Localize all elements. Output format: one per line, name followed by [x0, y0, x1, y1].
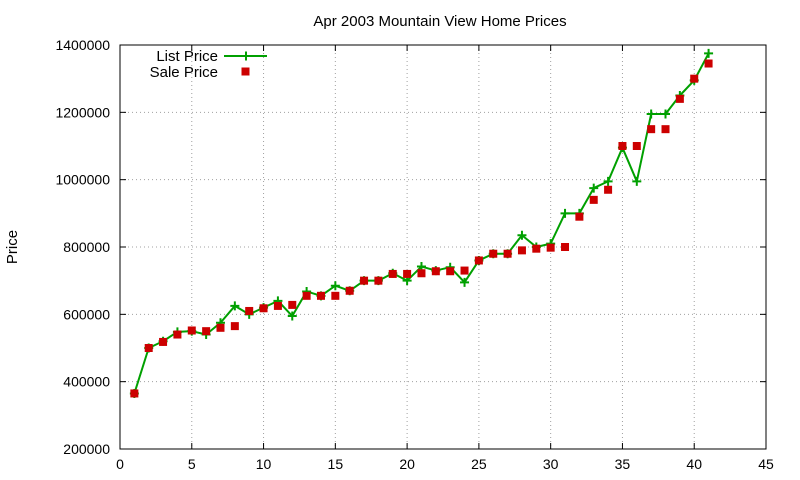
- x-tick-label: 35: [615, 456, 631, 472]
- list-price-point: [230, 301, 240, 311]
- sale-price-point: [561, 243, 570, 251]
- sale-price-point: [647, 125, 656, 134]
- sale-price-point: [661, 125, 670, 134]
- sale-price-point: [589, 195, 598, 204]
- x-tick-label: 40: [686, 456, 702, 472]
- sale-price-point: [230, 322, 239, 331]
- x-tick-label: 25: [471, 456, 487, 472]
- list-price-point: [632, 176, 642, 186]
- chart-title: Apr 2003 Mountain View Home Prices: [313, 13, 566, 30]
- axis-ticks: 0 5 10 15 20 25 30 35 40 45 200000 400000 600000 8000…: [55, 37, 774, 472]
- y-tick-label: 800000: [63, 239, 110, 255]
- list-price-point: [646, 109, 656, 119]
- grid-lines: [120, 45, 766, 449]
- legend-label-sale-price: Sale Price: [150, 64, 218, 81]
- y-tick-label: 400000: [63, 374, 110, 390]
- list-price-point: [560, 208, 570, 218]
- sale-price-point: [159, 337, 168, 346]
- legend-marker-list-price: [241, 51, 251, 61]
- list-price-point: [287, 311, 297, 321]
- sale-price-point: [316, 291, 325, 300]
- x-tick-label: 15: [328, 456, 344, 472]
- list-price-point: [589, 183, 599, 193]
- sale-price-point: [474, 256, 483, 265]
- sale-price-point: [503, 249, 512, 258]
- sale-price-point: [202, 327, 211, 336]
- sale-price-point: [489, 249, 498, 258]
- sale-price-point: [517, 246, 526, 255]
- legend: List Price Sale Price: [150, 48, 267, 81]
- x-tick-label: 30: [543, 456, 559, 472]
- sale-price-point: [187, 326, 196, 335]
- sale-price-point: [259, 304, 268, 313]
- x-tick-label: 0: [116, 456, 124, 472]
- list-price-point: [603, 176, 613, 186]
- sale-price-point: [388, 269, 397, 278]
- sale-price-point: [245, 306, 254, 315]
- legend-marker-sale-price: [241, 67, 250, 76]
- x-tick-label: 5: [188, 456, 196, 472]
- y-tick-label: 200000: [63, 441, 110, 457]
- x-tick-label: 45: [758, 456, 774, 472]
- list-price-point: [330, 281, 340, 291]
- sale-price-point: [618, 142, 627, 150]
- y-tick-label: 1200000: [55, 104, 110, 120]
- x-tick-label: 20: [399, 456, 415, 472]
- sale-price-point: [546, 243, 555, 252]
- sale-price-point: [690, 74, 699, 83]
- sale-price-point: [273, 301, 282, 310]
- sale-price-point: [345, 286, 354, 295]
- y-axis-label: Price: [4, 230, 21, 264]
- y-tick-label: 1000000: [55, 172, 110, 188]
- sale-price-point: [216, 323, 225, 332]
- sale-price-point: [360, 276, 369, 285]
- list-price-point: [460, 277, 470, 287]
- sale-price-point: [431, 267, 440, 276]
- data-series: [129, 48, 714, 398]
- sale-price-point: [331, 291, 340, 300]
- sale-price-point: [460, 266, 469, 275]
- list-price-point: [517, 230, 527, 240]
- sale-price-point: [144, 344, 153, 352]
- sale-price-point: [130, 389, 139, 398]
- list-price-point: [661, 109, 671, 119]
- sale-price-point: [532, 244, 541, 253]
- sale-price-point: [288, 300, 297, 309]
- legend-label-list-price: List Price: [156, 48, 218, 65]
- y-tick-label: 1400000: [55, 37, 110, 53]
- sale-price-point: [403, 269, 412, 278]
- sale-price-point: [417, 269, 426, 278]
- list-price-point: [704, 48, 714, 58]
- list-price-line: [133, 52, 710, 394]
- sale-price-point: [704, 59, 713, 68]
- sale-price-point: [302, 291, 311, 300]
- y-tick-label: 600000: [63, 306, 110, 322]
- sale-price-point: [446, 267, 455, 276]
- x-tick-label: 10: [256, 456, 272, 472]
- sale-price-point: [374, 276, 383, 285]
- sale-price-point: [675, 94, 684, 103]
- sale-price-point: [575, 212, 584, 221]
- sale-price-point: [632, 142, 641, 150]
- sale-price-point: [604, 185, 613, 194]
- sale-price-point: [173, 330, 182, 339]
